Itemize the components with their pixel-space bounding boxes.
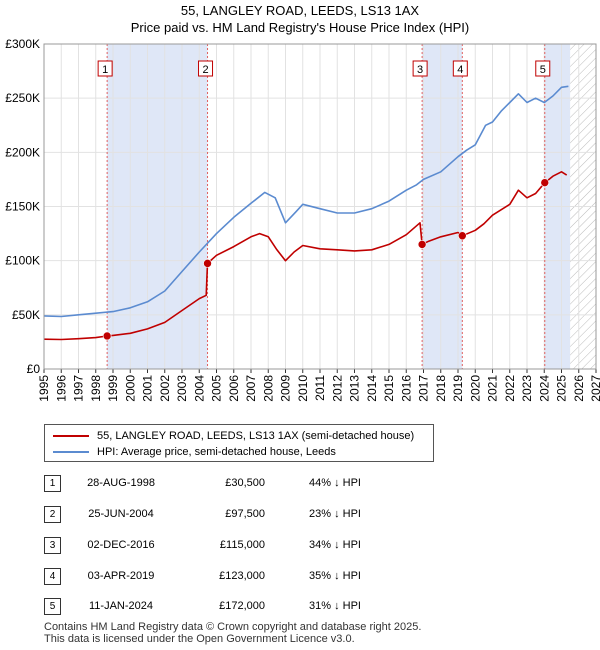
sale-hpi-diff: 31% ↓ HPI [309,600,361,612]
sale-number: 3 [44,537,61,554]
x-tick-label: 2010 [296,375,310,402]
x-tick-label: 2007 [244,375,258,402]
y-tick-label: £50K [12,308,40,322]
plot-frame [43,43,597,370]
sale-box [198,60,214,77]
x-tick-label: 2018 [434,375,448,402]
sale-box-label: 5 [540,64,546,76]
x-tick-label: 1998 [89,375,103,402]
sale-price: £123,000 [219,570,265,582]
x-tick-label: 2014 [365,375,379,402]
y-tick-label: £200K [5,145,40,159]
sale-box [535,60,551,77]
x-tick-label: 1995 [37,375,51,402]
x-tick-label: 2022 [503,375,517,402]
y-tick-label: £100K [5,254,40,268]
sale-hpi-diff: 23% ↓ HPI [309,508,361,520]
sale-row: 2 25-JUN-2004 £97,500 23% ↓ HPI [0,506,600,524]
sale-date: 28-AUG-1998 [87,477,155,489]
x-tick-label: 2009 [279,375,293,402]
sale-hpi-diff: 34% ↓ HPI [309,539,361,551]
sale-row: 4 03-APR-2019 £123,000 35% ↓ HPI [0,568,600,586]
sale-marker [203,259,212,268]
x-tick-label: 1997 [72,375,86,402]
legend-label-hpi: HPI: Average price, semi-detached house,… [97,446,336,458]
legend-item-property: 55, LANGLEY ROAD, LEEDS, LS13 1AX (semi-… [53,429,414,443]
x-tick-label: 1996 [54,375,68,402]
x-tick-label: 2015 [382,375,396,402]
footer-licence: This data is licensed under the Open Gov… [44,633,355,645]
x-tick-label: 2025 [555,375,569,402]
sale-box-label: 2 [202,64,208,76]
sale-price: £30,500 [225,477,265,489]
x-tick-label: 2021 [486,375,500,402]
x-tick-label: 2012 [330,375,344,402]
x-tick-label: 2005 [210,375,224,402]
sale-row: 5 11-JAN-2024 £172,000 31% ↓ HPI [0,598,600,616]
sale-number: 5 [44,598,61,615]
x-tick-label: 2026 [572,375,586,402]
sale-row: 3 02-DEC-2016 £115,000 34% ↓ HPI [0,537,600,555]
x-tick-label: 2003 [175,375,189,402]
x-tick-label: 2001 [141,375,155,402]
footer-copyright: Contains HM Land Registry data © Crown c… [44,621,422,633]
x-tick-label: 2023 [520,375,534,402]
sale-date: 25-JUN-2004 [88,508,154,520]
x-tick-label: 2008 [261,375,275,402]
legend-swatch-hpi [53,451,89,453]
price-chart: £0 £50K £100K £150K £200K £250K £300K 1995 1996 1… [5,37,600,402]
x-tick-label: 2002 [158,375,172,402]
x-tick-label: 2020 [468,375,482,402]
sale-box-label: 3 [417,64,423,76]
sale-row: 1 28-AUG-1998 £30,500 44% ↓ HPI [0,475,600,493]
x-tick-label: 2027 [589,375,600,402]
sale-number: 2 [44,506,61,523]
x-tick-label: 1999 [106,375,120,402]
sale-box [412,60,428,77]
y-tick-label: £150K [5,200,40,214]
legend: 55, LANGLEY ROAD, LEEDS, LS13 1AX (semi-… [44,424,434,462]
sale-marker [102,331,112,341]
x-tick-label: 2013 [348,375,362,402]
x-tick-label: 2019 [451,375,465,402]
x-tick-label: 2017 [417,375,431,402]
sale-date: 11-JAN-2024 [89,600,153,612]
legend-item-hpi: HPI: Average price, semi-detached house,… [53,445,336,459]
sale-date: 03-APR-2019 [87,570,155,582]
x-tick-label: 2006 [227,375,241,402]
x-tick-label: 2011 [313,375,327,401]
x-tick-label: 2024 [537,375,551,402]
sale-price: £115,000 [219,539,265,551]
sale-marker [540,178,550,187]
sale-marker [417,240,427,249]
x-tick-label: 2004 [192,375,206,402]
sale-box-label: 4 [457,64,463,76]
sale-number: 1 [44,475,61,492]
sale-number: 4 [44,568,61,585]
sale-box [452,60,468,77]
sale-box-label: 1 [102,64,108,76]
sale-hpi-diff: 44% ↓ HPI [309,477,361,489]
sale-box [97,60,113,77]
legend-label-property: 55, LANGLEY ROAD, LEEDS, LS13 1AX (semi-… [97,430,415,442]
x-tick-label: 2000 [123,375,137,402]
sale-date: 02-DEC-2016 [87,539,155,551]
sale-marker [458,231,467,241]
property-price-line [44,171,568,341]
hpi-line [44,85,569,318]
legend-swatch-property [53,435,89,437]
y-tick-label: £300K [5,37,40,51]
x-tick-label: 2016 [399,375,413,402]
chart-title: 55, LANGLEY ROAD, LEEDS, LS13 1AX [180,3,420,18]
sale-price: £172,000 [219,600,265,612]
sale-hpi-diff: 35% ↓ HPI [309,570,361,582]
chart-subtitle: Price paid vs. HM Land Registry's House … [130,20,470,35]
y-tick-label: £250K [5,91,40,105]
y-tick-label: £0 [27,362,41,376]
sale-price: £97,500 [225,508,265,520]
